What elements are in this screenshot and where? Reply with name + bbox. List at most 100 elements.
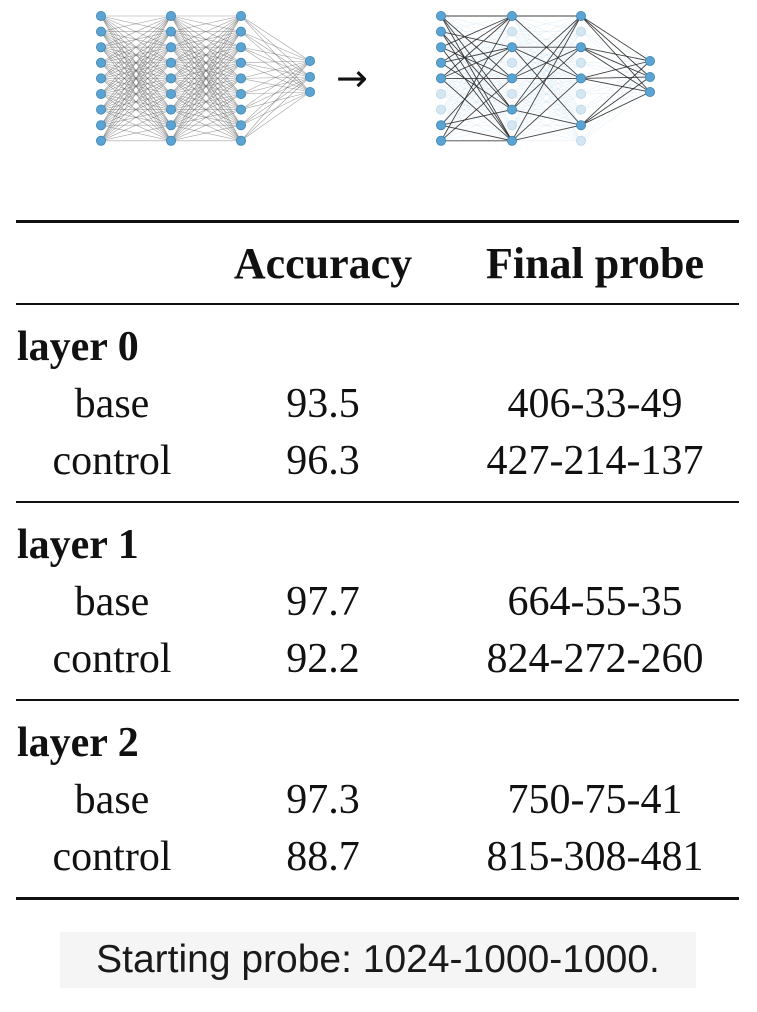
network-node [96,89,107,100]
pruned-edge [511,47,582,141]
network-edge [170,15,242,95]
pruned-edge [440,109,513,142]
pruned-edge [511,78,582,126]
table-row: base 97.7 664-55-35 [0,576,757,628]
pruned-edge [511,31,582,79]
pruned-edge [511,46,582,95]
network-edge [100,93,172,142]
pruned-edge [511,31,582,79]
network-edge [100,78,172,142]
network-edge [170,15,242,110]
network-edge [240,60,311,126]
network-edge [100,31,172,141]
network-edge [240,91,311,142]
pruned-edge [511,15,582,32]
kept-edge [580,91,651,126]
network-node [304,72,315,83]
network-node [435,26,446,37]
pruned-edge [511,78,582,126]
pruned-node [576,104,587,115]
network-edge [170,15,242,48]
network-edge [170,78,242,142]
network-edge [170,47,242,141]
table-row: base 97.3 750-75-41 [0,774,757,826]
network-edge [170,93,242,142]
network-diagram [96,10,656,146]
pruned-edge [580,91,651,142]
network-node [235,42,246,53]
table-row: control 92.2 824-272-260 [0,633,757,685]
table-bottom-rule [16,897,739,900]
network-edge [240,60,311,110]
pruned-edge [511,93,582,110]
kept-edge [511,15,582,79]
pruned-node [576,57,587,68]
pruned-edge [511,31,582,110]
row-final-probe: 824-272-260 [486,636,704,682]
network-node [435,42,446,53]
network-node [96,26,107,37]
pruned-node [435,89,446,100]
network-node [165,89,176,100]
kept-edge [580,46,651,78]
header-rule [16,303,739,305]
kept-edge [580,15,651,78]
kept-edge [511,15,582,110]
row-final-probe: 406-33-49 [507,381,683,427]
kept-edge [580,60,651,126]
network-node [235,89,246,100]
pruned-edge [511,46,582,64]
group-label-layer-2: layer 2 [17,720,139,766]
pruned-node [435,104,446,115]
network-edge [240,15,311,62]
pruned-edge [511,93,582,110]
network-node [165,104,176,115]
network-node [576,42,587,53]
pruned-edge [511,15,582,64]
row-name: base [74,777,150,823]
network-edge [100,62,172,142]
network-node [165,26,176,37]
pruning-figure: → [0,0,757,160]
network-node [96,120,107,131]
network-node [96,73,107,84]
network-node [435,135,446,146]
network-node [235,104,246,115]
table-row: base 93.5 406-33-49 [0,378,757,430]
network-node [235,10,246,21]
network-edge [170,15,242,141]
network-edge [240,31,311,62]
network-node [165,73,176,84]
pruned-edge [511,15,582,48]
network-edge [100,15,172,79]
network-edge [170,15,242,32]
kept-edge [440,31,513,110]
pruned-edge [511,62,582,141]
network-node [506,73,517,84]
network-node [96,10,107,21]
network-node [165,120,176,131]
network-edge [100,15,172,95]
network-edge [170,124,242,142]
network-node [435,73,446,84]
pruned-edge [440,93,513,110]
row-name: base [74,579,150,625]
network-edge [170,15,242,79]
network-edge [100,15,172,126]
kept-edge [440,78,513,142]
kept-edge [440,15,513,48]
network-node [165,10,176,21]
pruned-node [576,26,587,37]
pruned-node [506,57,517,68]
network-node [96,104,107,115]
kept-edge [580,76,651,126]
row-accuracy: 88.7 [286,834,360,880]
kept-edge [580,60,651,79]
network-node [235,26,246,37]
network-node [235,57,246,68]
row-name: control [52,834,172,880]
row-final-probe: 750-75-41 [507,777,683,823]
pruned-edge [511,78,582,110]
kept-edge [511,109,582,126]
kept-edge [440,109,513,126]
